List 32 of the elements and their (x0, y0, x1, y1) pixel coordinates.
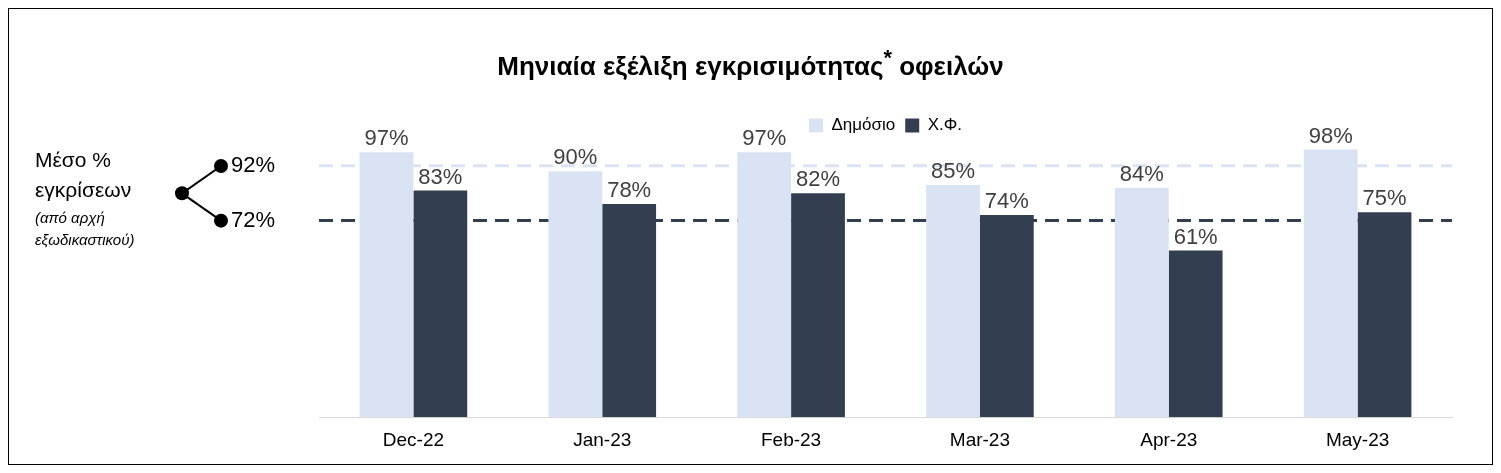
data-label: 84% (1119, 160, 1164, 186)
x-tick-label: Jan-23 (573, 428, 632, 450)
bar (1357, 212, 1412, 418)
ref-line-label: 72% (231, 206, 276, 232)
chart-title: Μηνιαία εξέλιξη εγκρισιμότητας$^{*}$ οφειλών (496, 44, 1005, 83)
bar (413, 190, 468, 418)
data-label: 97% (364, 125, 409, 151)
bar (791, 193, 845, 418)
data-label: 85% (930, 158, 976, 184)
bar (926, 184, 980, 418)
text: (από αρχή εξωδικαστικού) (35, 208, 136, 251)
data-label: 90% (553, 144, 598, 170)
bar (548, 171, 603, 418)
data-label: 83% (418, 163, 463, 189)
bar (1168, 250, 1223, 418)
bar (1114, 187, 1169, 418)
x-tick-label: Dec-22 (382, 428, 445, 450)
x-tick-label: May-23 (1325, 428, 1390, 450)
ref-line-label: 92% (231, 151, 276, 177)
data-label: 82% (795, 166, 841, 192)
data-label: 78% (607, 177, 652, 203)
x-tick-label: Mar-23 (949, 428, 1011, 450)
data-label: 75% (1362, 185, 1407, 211)
text: Μέσο % εγκρίσεων (35, 147, 133, 204)
data-label: 97% (742, 125, 787, 151)
x-tick-label: Feb-23 (760, 428, 822, 450)
data-label: 61% (1173, 223, 1218, 249)
data-label: 98% (1308, 122, 1353, 148)
x-tick-label: Apr-23 (1140, 428, 1198, 450)
legend-label: Χ.Φ. (927, 115, 963, 135)
data-label: 74% (984, 188, 1029, 214)
legend-label: Δημόσιο (831, 115, 896, 135)
